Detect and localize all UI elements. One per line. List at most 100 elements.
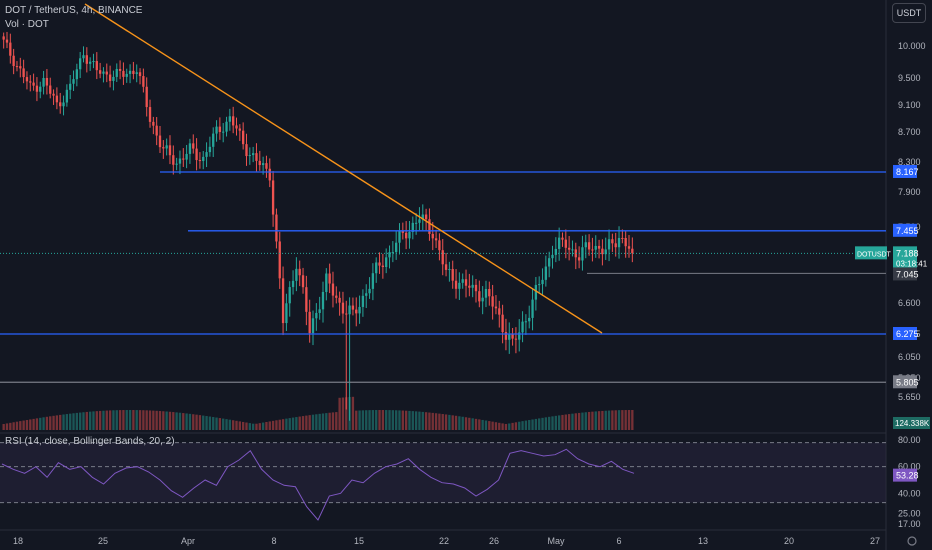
price-tick-label: 7.900 <box>898 187 921 197</box>
candle-body <box>175 163 178 165</box>
candle-body <box>458 282 461 289</box>
candle-body <box>601 248 604 255</box>
candle-body <box>155 125 158 136</box>
volume-bar <box>275 420 278 430</box>
volume-bar <box>454 415 458 430</box>
volume-bar <box>178 412 182 430</box>
volume-bar <box>494 422 498 430</box>
volume-bar <box>434 413 438 430</box>
candle-body <box>75 69 79 80</box>
candle-body <box>504 332 508 340</box>
candle-body <box>365 293 368 296</box>
candle-body <box>39 86 42 92</box>
candle-body <box>145 86 148 108</box>
volume-bar <box>461 416 464 430</box>
candle-body <box>248 155 251 157</box>
candle-body <box>421 214 424 220</box>
candle-body <box>192 143 195 149</box>
candle-body <box>444 264 448 270</box>
volume-bar <box>478 419 481 430</box>
candle-body <box>125 73 128 77</box>
time-tick-label: 18 <box>13 536 23 546</box>
volume-bar <box>305 415 308 430</box>
time-tick-label: 15 <box>354 536 364 546</box>
volume-bar <box>212 417 215 430</box>
volume-bar <box>451 415 454 430</box>
candle-body <box>235 125 238 129</box>
level-tag <box>893 223 917 237</box>
candle-body <box>627 246 631 249</box>
candle-body <box>468 285 471 288</box>
candle-body <box>215 126 218 134</box>
volume-bar <box>62 414 65 430</box>
volume-bar <box>98 410 102 430</box>
candle-body <box>414 222 418 224</box>
volume-bar <box>481 419 484 430</box>
candle-body <box>245 144 248 157</box>
rsi-tick-label: 40.00 <box>898 488 921 498</box>
volume-bar <box>428 412 431 430</box>
volume-bar <box>118 410 122 430</box>
price-tick-label: 10.000 <box>898 41 926 51</box>
rsi-bollinger-band <box>0 442 886 503</box>
candle-body <box>391 252 395 254</box>
volume-bar <box>355 410 358 430</box>
level-label: 8.167 <box>896 167 919 177</box>
volume-bar <box>278 419 281 430</box>
volume-bar <box>401 410 404 430</box>
candle-body <box>498 308 501 315</box>
candle-body <box>19 66 22 69</box>
candle-body <box>561 237 564 240</box>
volume-bar <box>72 413 75 430</box>
candle-body <box>338 297 341 303</box>
candle-body <box>541 279 544 285</box>
candle-body <box>148 107 152 122</box>
volume-bar <box>424 412 428 430</box>
volume-label: Vol · DOT <box>5 19 49 30</box>
candle-body <box>355 309 358 314</box>
volume-bar <box>12 422 15 430</box>
volume-bar <box>315 414 318 430</box>
candle-body <box>29 81 32 83</box>
volume-bar <box>531 419 534 430</box>
volume-bar <box>388 410 391 430</box>
candle-body <box>381 265 385 267</box>
volume-bar <box>55 415 59 430</box>
rsi-current-tag <box>893 468 917 482</box>
volume-bar <box>301 416 305 430</box>
volume-bar <box>122 410 125 430</box>
volume-bar <box>22 420 25 430</box>
time-tick-label: May <box>547 536 565 546</box>
candle-body <box>488 289 491 297</box>
candle-body <box>172 155 175 165</box>
candle-body <box>335 295 338 298</box>
candle-body <box>328 273 331 284</box>
candle-body <box>25 77 29 82</box>
candle-body <box>275 214 278 242</box>
candle-body <box>341 302 345 314</box>
volume-bar <box>232 420 235 430</box>
volume-bar <box>345 397 348 430</box>
volume-bar <box>594 411 597 430</box>
candle-body <box>584 242 587 248</box>
candle-body <box>471 284 474 288</box>
candle-body <box>478 291 481 302</box>
volume-bar <box>261 422 265 430</box>
candle-body <box>548 258 551 267</box>
currency-button[interactable]: USDT <box>892 3 926 23</box>
candle-body <box>5 39 9 43</box>
volume-bar <box>88 411 92 430</box>
candle-body <box>571 249 574 251</box>
volume-bar <box>265 421 268 430</box>
volume-bar <box>281 419 285 430</box>
volume-bar <box>285 418 288 430</box>
candle-body <box>604 249 607 255</box>
volume-bar <box>165 411 168 430</box>
candle-body <box>9 42 12 56</box>
candle-body <box>142 76 145 87</box>
volume-bar <box>248 423 251 430</box>
volume-bar <box>268 421 271 430</box>
volume-bar <box>627 410 631 430</box>
volume-bar <box>42 417 45 430</box>
